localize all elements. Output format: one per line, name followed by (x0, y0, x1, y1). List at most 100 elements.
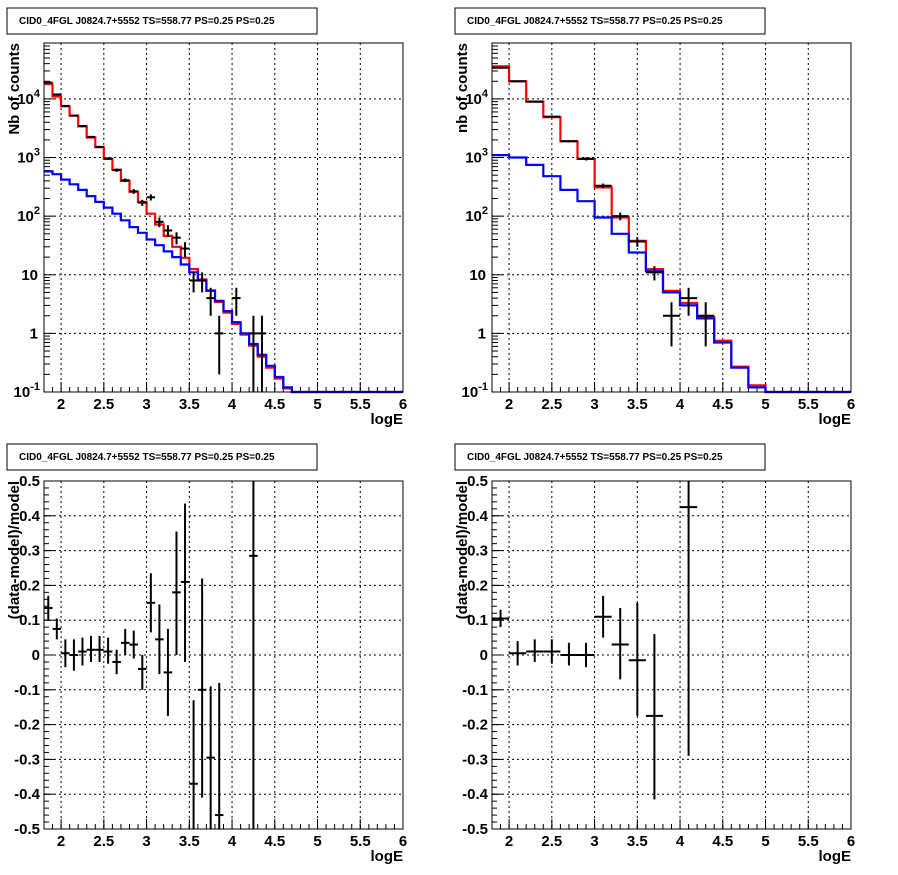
data-point (628, 237, 646, 247)
data-point (120, 178, 130, 183)
y-tick-label: 0.4 (467, 508, 489, 525)
x-axis-label: logE (819, 848, 852, 865)
x-tick-label: 2.5 (541, 833, 562, 850)
data-point (577, 642, 595, 668)
y-tick-label: -0.5 (462, 821, 488, 838)
x-tick-label: 3 (142, 396, 150, 413)
y-tick-label: 0.2 (467, 577, 488, 594)
x-tick-label: 4 (228, 833, 237, 850)
y-tick-label: -0.1 (462, 682, 488, 699)
y-tick-label: 10-1 (462, 381, 488, 401)
data-point (95, 145, 104, 149)
data-point (543, 639, 561, 664)
data-point (95, 635, 104, 662)
x-tick-label: 3.5 (627, 833, 648, 850)
data-point (120, 628, 130, 655)
data-point (52, 93, 62, 96)
data-point (146, 573, 156, 633)
plot-frame (43, 480, 404, 830)
plot-frame (491, 42, 852, 393)
spectrum-panel-right: CID0_4FGL J0824.7+5552 TS=558.77 PS=0.25… (454, 7, 855, 428)
x-tick-label: 3.5 (627, 396, 648, 413)
x-tick-label: 6 (399, 396, 407, 413)
data-point (509, 80, 527, 83)
data-point (78, 637, 87, 666)
data-point (163, 225, 173, 237)
data-point (492, 609, 510, 628)
x-tick-label: 2.5 (93, 833, 114, 850)
data-point (206, 287, 215, 316)
x-tick-label: 5.5 (798, 833, 819, 850)
data-point (78, 125, 87, 128)
x-tick-label: 4 (676, 396, 685, 413)
x-tick-label: 3 (590, 833, 598, 850)
data-point (44, 595, 53, 621)
y-tick-label: 0.2 (19, 577, 40, 594)
y-tick-label: 103 (465, 147, 488, 167)
x-tick-label: 5 (313, 833, 321, 850)
y-tick-label: 0.1 (467, 612, 488, 629)
y-tick-label: 10-1 (14, 381, 40, 401)
y-tick-label: -0.3 (14, 751, 40, 768)
x-tick-label: 4.5 (712, 396, 733, 413)
x-tick-label: 5.5 (798, 396, 819, 413)
residual-panel-right: CID0_4FGL J0824.7+5552 TS=558.77 PS=0.25… (454, 443, 855, 865)
x-tick-label: 2.5 (541, 396, 562, 413)
title-box (6, 443, 318, 471)
data-point (146, 194, 156, 201)
y-tick-label: 0.5 (467, 473, 488, 490)
data-point (112, 649, 121, 675)
y-tick-label: 10 (469, 267, 486, 284)
data-point (172, 531, 181, 655)
data-point (197, 578, 207, 798)
data-point (249, 315, 258, 392)
x-tick-label: 2 (57, 833, 65, 850)
x-tick-label: 5 (761, 833, 769, 850)
data-point (214, 315, 224, 375)
y-axis-label: nb of counts (454, 43, 471, 133)
data-point (86, 135, 96, 138)
data-point (44, 81, 53, 84)
data-point (577, 157, 595, 161)
y-axis-label: (data-model)/model (6, 481, 23, 619)
x-tick-label: 3 (590, 396, 598, 413)
data-point (628, 602, 646, 716)
data-point (509, 641, 527, 666)
data-point (180, 503, 190, 662)
y-tick-label: -0.2 (462, 717, 488, 734)
data-point (197, 272, 207, 293)
x-axis-label: logE (819, 411, 852, 428)
spectrum-panel-left: CID0_4FGL J0824.7+5552 TS=558.77 PS=0.25… (6, 7, 407, 428)
data-point (214, 682, 224, 829)
data-point (189, 272, 198, 293)
data-point (232, 287, 241, 316)
data-point (680, 481, 698, 756)
x-tick-label: 4.5 (712, 833, 733, 850)
x-axis-label: logE (371, 848, 404, 865)
y-tick-label: -0.4 (14, 786, 41, 803)
x-tick-label: 5.5 (350, 396, 371, 413)
y-tick-label: -0.4 (462, 786, 489, 803)
data-point (61, 104, 70, 107)
y-tick-label: 0.4 (19, 508, 41, 525)
data-point (103, 157, 113, 160)
y-tick-label: 104 (17, 88, 41, 108)
y-axis-label: (data-model)/model (454, 481, 471, 619)
chart-title: CID0_4FGL J0824.7+5552 TS=558.77 PS=0.25… (467, 16, 723, 27)
data-point (69, 639, 79, 671)
data-point (103, 637, 113, 664)
y-tick-label: 1 (30, 325, 38, 342)
data-point (526, 639, 544, 662)
data-point (680, 287, 698, 316)
data-point (52, 618, 62, 640)
residual-panel-left: CID0_4FGL J0824.7+5552 TS=558.77 PS=0.25… (6, 443, 407, 865)
y-tick-label: 0.3 (19, 543, 40, 560)
data-point (69, 114, 79, 117)
data-point (662, 302, 681, 347)
x-tick-label: 3.5 (179, 833, 200, 850)
y-tick-label: 102 (17, 205, 40, 225)
chart-title: CID0_4FGL J0824.7+5552 TS=558.77 PS=0.25… (19, 16, 275, 27)
y-tick-label: -0.1 (14, 682, 40, 699)
y-axis-label: Nb of counts (6, 43, 23, 135)
y-tick-label: -0.3 (462, 751, 488, 768)
